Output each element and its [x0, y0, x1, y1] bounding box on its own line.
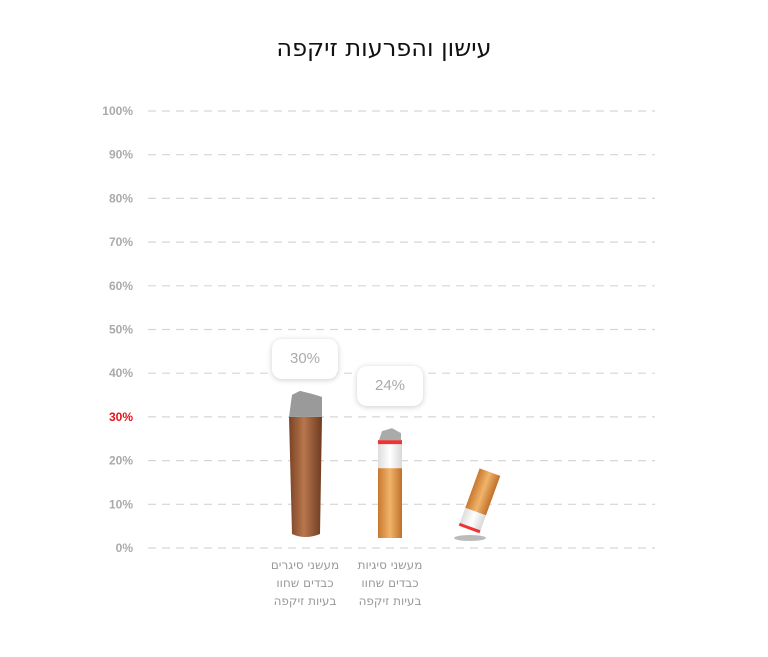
y-tick-label: 90% [109, 148, 133, 162]
y-tick-label: 40% [109, 366, 133, 380]
bar-cigarette-paper [378, 443, 402, 469]
cigar-ash [289, 390, 322, 417]
y-tick-label: 100% [102, 104, 133, 118]
y-tick-label: 70% [109, 235, 133, 249]
chart-title: עישון והפרעות זיקפה [276, 34, 492, 62]
bar-cigarette-filter [378, 468, 402, 538]
category-label-line: בעיות זיקפה [358, 594, 422, 608]
category-label-line: כבדים שחוו [276, 576, 334, 590]
cigarette-ember [378, 440, 402, 445]
y-tick-label: 20% [109, 454, 133, 468]
y-tick-label: 30% [109, 410, 133, 424]
y-tick-label: 50% [109, 323, 133, 337]
y-tick-label: 10% [109, 497, 133, 511]
category-label-line: כבדים שחוו [361, 576, 419, 590]
cigarette-ash [379, 428, 401, 441]
category-label-1: מעשני סיגיות כבדים שחוו בעיות זיקפה [340, 556, 440, 610]
butt-ash [454, 535, 486, 541]
bar-cigarette-butt [458, 468, 501, 534]
y-tick-label: 0% [116, 541, 134, 555]
category-label-line: בעיות זיקפה [273, 594, 337, 608]
data-label-1: 24% [357, 366, 423, 406]
data-label-0: 30% [272, 339, 338, 379]
category-label-line: מעשני סיגרים [270, 558, 340, 572]
category-label-0: מעשני סיגרים כבדים שחוו בעיות זיקפה [255, 556, 355, 610]
bar-cigar [289, 416, 322, 537]
category-label-line: מעשני סיגיות [357, 558, 423, 572]
y-tick-label: 80% [109, 191, 133, 205]
y-tick-label: 60% [109, 279, 133, 293]
